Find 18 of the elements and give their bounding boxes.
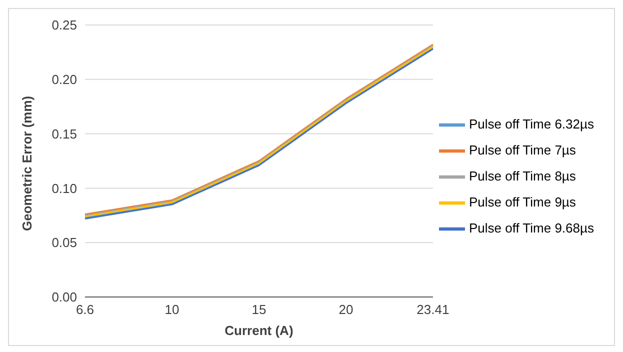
legend-label: Pulse off Time 8µs (468, 168, 576, 184)
x-tick-label: 20 (338, 302, 354, 318)
y-axis-title: Geometric Error (mm) (20, 96, 35, 231)
x-tick-label: 23.41 (416, 302, 450, 318)
y-tick-label: 0.20 (52, 72, 77, 88)
x-tick-label: 6.6 (76, 302, 94, 318)
y-tick-label: 0.05 (52, 235, 77, 250)
x-tick-label: 15 (252, 302, 266, 318)
legend-label: Pulse off Time 7µs (468, 142, 576, 158)
y-tick-label: 0.15 (52, 126, 77, 142)
x-tick-label: 10 (164, 302, 180, 318)
legend-label: Pulse off Time 9µs (468, 194, 576, 210)
y-tick-label: 0.25 (52, 18, 77, 33)
y-tick-label: 0.00 (52, 290, 77, 305)
x-axis-title: Current (A) (224, 323, 294, 338)
y-tick-label: 0.10 (52, 180, 77, 196)
legend-label: Pulse off Time 6.32µs (468, 116, 594, 132)
legend-label: Pulse off Time 9.68µs (468, 220, 594, 236)
